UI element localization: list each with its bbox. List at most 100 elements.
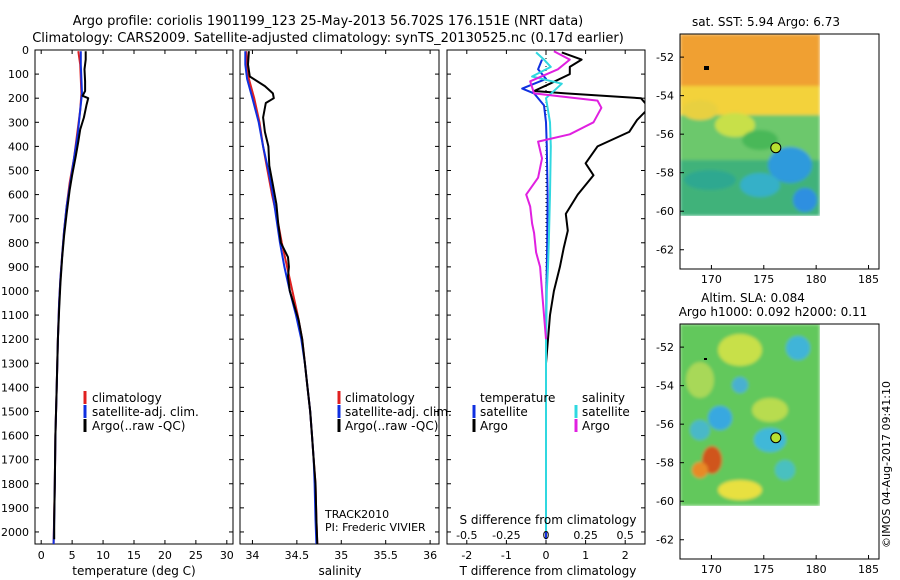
sla-blue-3 bbox=[754, 428, 786, 452]
depth-tick-label: 300 bbox=[8, 116, 29, 129]
s-tick-label: 0.25 bbox=[573, 529, 598, 542]
salinity-xlabel: salinity bbox=[318, 564, 361, 578]
x-tick-label: 5 bbox=[69, 549, 76, 562]
sla-blue-1 bbox=[786, 336, 810, 360]
x-tick-label: 1 bbox=[582, 549, 589, 562]
s-tick-label: 0.5 bbox=[616, 529, 634, 542]
depth-axis-labels: 0 100 200 300 400 500 600 700 800 900 1000 1100 1200… bbox=[1, 44, 29, 539]
sst-cold-patch-3 bbox=[684, 170, 736, 190]
depth-tick-label: 1100 bbox=[1, 309, 29, 322]
x-tick-label: 0 bbox=[38, 549, 45, 562]
map-y-tick-label: -60 bbox=[656, 495, 674, 508]
sst-map-frame bbox=[679, 33, 880, 270]
sst-mask bbox=[704, 66, 709, 70]
figure-title-line1: Argo profile: coriolis 1901199_123 25-Ma… bbox=[73, 14, 583, 29]
depth-tick-label: 200 bbox=[8, 92, 29, 105]
depth-tick-label: 1800 bbox=[1, 478, 29, 491]
temperature-legend: climatology satellite-adj. clim. Argo(..… bbox=[83, 391, 199, 433]
t-difference-label: T difference from climatology bbox=[459, 564, 637, 578]
map-y-tick-label: -56 bbox=[656, 418, 674, 431]
depth-tick-label: 1600 bbox=[1, 430, 29, 443]
map-x-tick-label: 185 bbox=[858, 563, 879, 576]
difference-ticks: -2 -1 0 1 2 bbox=[447, 49, 645, 562]
x-tick-label: 36 bbox=[423, 549, 437, 562]
x-tick-label: 25 bbox=[189, 549, 203, 562]
map-x-tick-label: 180 bbox=[806, 273, 827, 286]
s-tick-label: 0 bbox=[543, 529, 550, 542]
x-tick-label: 34 bbox=[245, 549, 259, 562]
temperature-legend-satellite: satellite-adj. clim. bbox=[92, 405, 199, 419]
series-line-salinity-satellite bbox=[531, 51, 563, 532]
sla-mask bbox=[704, 358, 707, 360]
map-y-tick-label: -58 bbox=[656, 167, 674, 180]
depth-tick-label: 700 bbox=[8, 213, 29, 226]
salinity-plot-frame bbox=[239, 49, 440, 545]
map-y-tick-label: -52 bbox=[656, 51, 674, 64]
x-tick-label: 34.5 bbox=[285, 549, 310, 562]
depth-tick-label: 400 bbox=[8, 140, 29, 153]
temperature-panel: 0 5 10 15 20 25 30 temperature (deg C) climato… bbox=[34, 49, 234, 578]
sla-blue-2 bbox=[708, 406, 732, 430]
x-tick-label: 30 bbox=[220, 549, 234, 562]
legend-temperature-heading: temperature bbox=[480, 391, 555, 405]
series-line-argo-raw-qc- bbox=[53, 51, 90, 540]
sst-green-patch bbox=[742, 130, 778, 150]
salinity-legend-argo: Argo(..raw -QC) bbox=[345, 419, 438, 433]
track-note: TRACK2010 bbox=[324, 508, 389, 521]
difference-panel: -2 -1 0 1 2 S difference from climatology -0… bbox=[446, 49, 646, 578]
series-line-temperature-satellite bbox=[521, 59, 549, 540]
depth-tick-label: 500 bbox=[8, 164, 29, 177]
map-y-tick-label: -54 bbox=[656, 90, 674, 103]
salinity-ticks: 34 34.5 35 35.5 36 bbox=[240, 49, 439, 562]
sla-yellow-1 bbox=[718, 334, 762, 366]
map-x-tick-label: 175 bbox=[753, 563, 774, 576]
legend-sal-satellite: satellite bbox=[582, 405, 630, 419]
series-line-satellite-adj-clim- bbox=[244, 51, 318, 544]
sla-blue-5 bbox=[775, 460, 795, 480]
sla-map-frame bbox=[679, 323, 880, 560]
map-x-tick-label: 170 bbox=[701, 273, 722, 286]
map-y-tick-label: -58 bbox=[656, 457, 674, 470]
temperature-lines bbox=[52, 51, 90, 544]
sla-yellow-3 bbox=[686, 362, 714, 398]
depth-tick-label: 0 bbox=[22, 44, 29, 57]
salinity-legend-satellite: satellite-adj. clim. bbox=[345, 405, 452, 419]
depth-tick-label: 1000 bbox=[1, 285, 29, 298]
map-y-tick-label: -56 bbox=[656, 128, 674, 141]
temperature-xlabel: temperature (deg C) bbox=[72, 564, 195, 578]
x-tick-label: -2 bbox=[461, 549, 472, 562]
sla-yellow-4 bbox=[718, 480, 762, 500]
sst-map-title: sat. SST: 5.94 Argo: 6.73 bbox=[692, 15, 840, 29]
sst-heatmap bbox=[680, 34, 820, 216]
sst-cold-patch-4 bbox=[793, 188, 817, 212]
depth-tick-label: 1500 bbox=[1, 405, 29, 418]
depth-tick-label: 1300 bbox=[1, 357, 29, 370]
depth-tick-label: 1400 bbox=[1, 381, 29, 394]
x-tick-label: 10 bbox=[96, 549, 110, 562]
legend-salinity-heading: salinity bbox=[582, 391, 625, 405]
sla-map-title-line1: Altim. SLA: 0.084 bbox=[701, 291, 805, 305]
map-y-tick-label: -54 bbox=[656, 380, 674, 393]
depth-tick-label: 100 bbox=[8, 68, 29, 81]
map-y-tick-label: -60 bbox=[656, 205, 674, 218]
series-line-climatology bbox=[52, 51, 83, 544]
sst-cold-patch-2 bbox=[740, 173, 780, 197]
x-tick-label: 20 bbox=[158, 549, 172, 562]
map-x-tick-label: 175 bbox=[753, 273, 774, 286]
depth-tick-label: 1900 bbox=[1, 502, 29, 515]
x-tick-label: 0 bbox=[543, 549, 550, 562]
depth-tick-label: 900 bbox=[8, 261, 29, 274]
x-tick-label: -1 bbox=[501, 549, 512, 562]
temperature-legend-argo: Argo(..raw -QC) bbox=[92, 419, 185, 433]
depth-tick-label: 1700 bbox=[1, 454, 29, 467]
temperature-ticks: 0 5 10 15 20 25 30 bbox=[35, 49, 234, 562]
map-y-tick-label: -62 bbox=[656, 244, 674, 257]
sst-cold-patch-1 bbox=[768, 147, 812, 183]
series-line-salinity-argo bbox=[525, 50, 603, 340]
sla-argo-location-marker bbox=[770, 432, 782, 444]
series-line-temperature-argo bbox=[533, 51, 645, 364]
pi-note: PI: Frederic VIVIER bbox=[325, 521, 426, 534]
x-tick-label: 2 bbox=[622, 549, 629, 562]
sst-map-ticks: 170 175 180 185 -52 -54 -56 -58 -60 -62 bbox=[656, 51, 879, 286]
